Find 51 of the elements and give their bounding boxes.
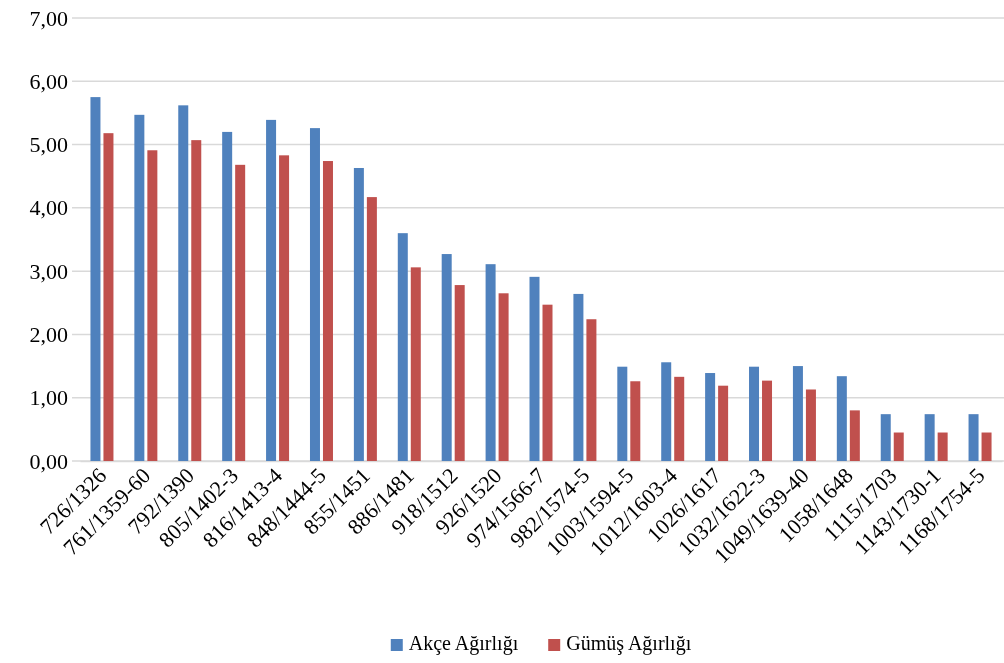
bar	[981, 432, 992, 461]
bar	[454, 285, 465, 461]
bar	[586, 319, 597, 461]
bar	[353, 167, 364, 461]
bar	[103, 133, 114, 461]
bar	[397, 233, 408, 461]
bar	[924, 414, 935, 461]
legend-label: Gümüş Ağırlığı	[566, 632, 692, 655]
y-tick-label: 7,00	[29, 5, 68, 31]
y-tick-label: 1,00	[29, 385, 68, 411]
y-tick-label: 6,00	[29, 68, 68, 94]
bar	[191, 140, 202, 461]
bar	[309, 128, 320, 461]
y-tick-label: 5,00	[29, 132, 68, 158]
y-tick-label: 4,00	[29, 195, 68, 221]
bar	[222, 131, 233, 461]
bar	[805, 389, 816, 461]
bar	[617, 366, 628, 461]
bar	[542, 304, 553, 461]
y-tick-label: 2,00	[29, 321, 68, 347]
bar	[441, 254, 452, 461]
bar	[762, 380, 773, 461]
bar	[705, 373, 716, 461]
bar	[266, 119, 277, 461]
bar	[147, 150, 158, 461]
bar	[485, 264, 496, 461]
bar	[322, 161, 333, 461]
bar	[849, 410, 860, 461]
bar	[498, 293, 509, 461]
bar	[178, 105, 189, 461]
bar	[968, 414, 979, 461]
bar	[718, 385, 729, 461]
bar	[661, 362, 672, 461]
bar	[529, 276, 540, 461]
bar	[410, 267, 421, 461]
bar	[880, 414, 891, 461]
bar	[937, 432, 948, 461]
bar	[573, 293, 584, 461]
bar	[893, 432, 904, 461]
bar	[674, 376, 685, 461]
bar	[366, 197, 377, 461]
y-tick-label: 3,00	[29, 258, 68, 284]
bar	[235, 164, 246, 461]
bar	[630, 381, 641, 461]
bar	[134, 114, 145, 461]
bar	[279, 155, 290, 461]
legend-label: Akçe Ağırlığı	[408, 632, 519, 655]
bar	[90, 97, 101, 461]
bar	[749, 366, 760, 461]
bar	[792, 366, 803, 461]
bar	[836, 376, 847, 461]
